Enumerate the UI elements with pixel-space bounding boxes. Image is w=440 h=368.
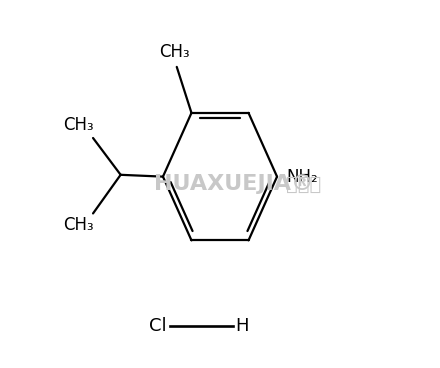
Text: CH₃: CH₃ (160, 43, 190, 61)
Text: HUAXUEJIA®: HUAXUEJIA® (154, 174, 313, 194)
Text: 化学加: 化学加 (286, 174, 322, 194)
Text: CH₃: CH₃ (63, 116, 94, 134)
Text: H: H (235, 317, 249, 335)
Text: CH₃: CH₃ (63, 216, 94, 234)
Text: NH₂: NH₂ (286, 168, 318, 185)
Text: Cl: Cl (149, 317, 166, 335)
